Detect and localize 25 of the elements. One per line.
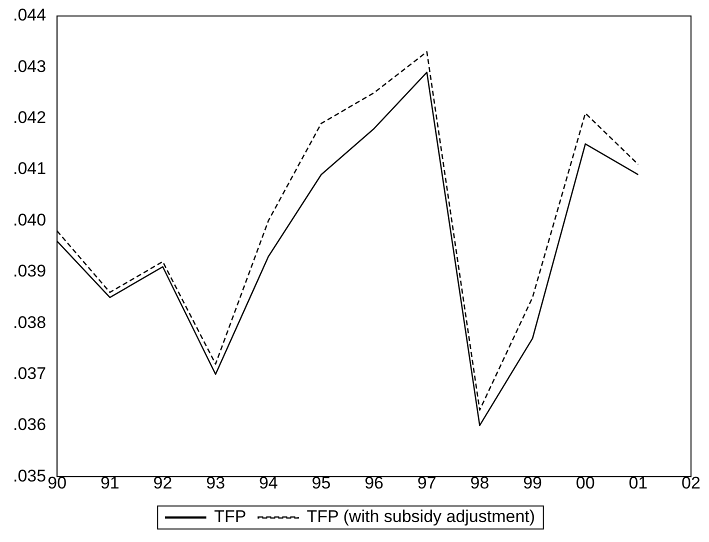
x-tick-label: 99: [523, 473, 542, 492]
x-tick-label: 94: [258, 473, 278, 492]
x-tick-label: 01: [628, 473, 648, 492]
x-tick-label: 96: [364, 473, 384, 492]
y-tick-label: .041: [12, 159, 46, 178]
x-tick-label: 95: [312, 473, 331, 492]
y-tick-label: .042: [12, 108, 46, 128]
legend-label: TFP (with subsidy adjustment): [306, 507, 536, 526]
x-tick-label: 93: [206, 473, 226, 492]
x-tick-label: 97: [417, 473, 436, 492]
legend-label: TFP: [214, 507, 246, 526]
y-tick-label: .037: [12, 364, 46, 383]
x-tick-label: 90: [48, 473, 67, 492]
y-tick-label: .039: [12, 262, 46, 281]
y-tick-label: .043: [12, 56, 46, 76]
x-tick-label: 92: [153, 473, 172, 492]
y-tick-label: .038: [12, 312, 46, 332]
y-tick-label: .040: [12, 210, 46, 230]
x-tick-label: 00: [576, 473, 595, 492]
x-tick-label: 02: [682, 473, 700, 492]
x-tick-label: 91: [100, 473, 120, 492]
y-tick-label: .035: [12, 466, 46, 486]
y-tick-label: .036: [12, 415, 46, 434]
y-tick-label: .044: [12, 6, 46, 25]
x-tick-label: 98: [470, 473, 490, 492]
